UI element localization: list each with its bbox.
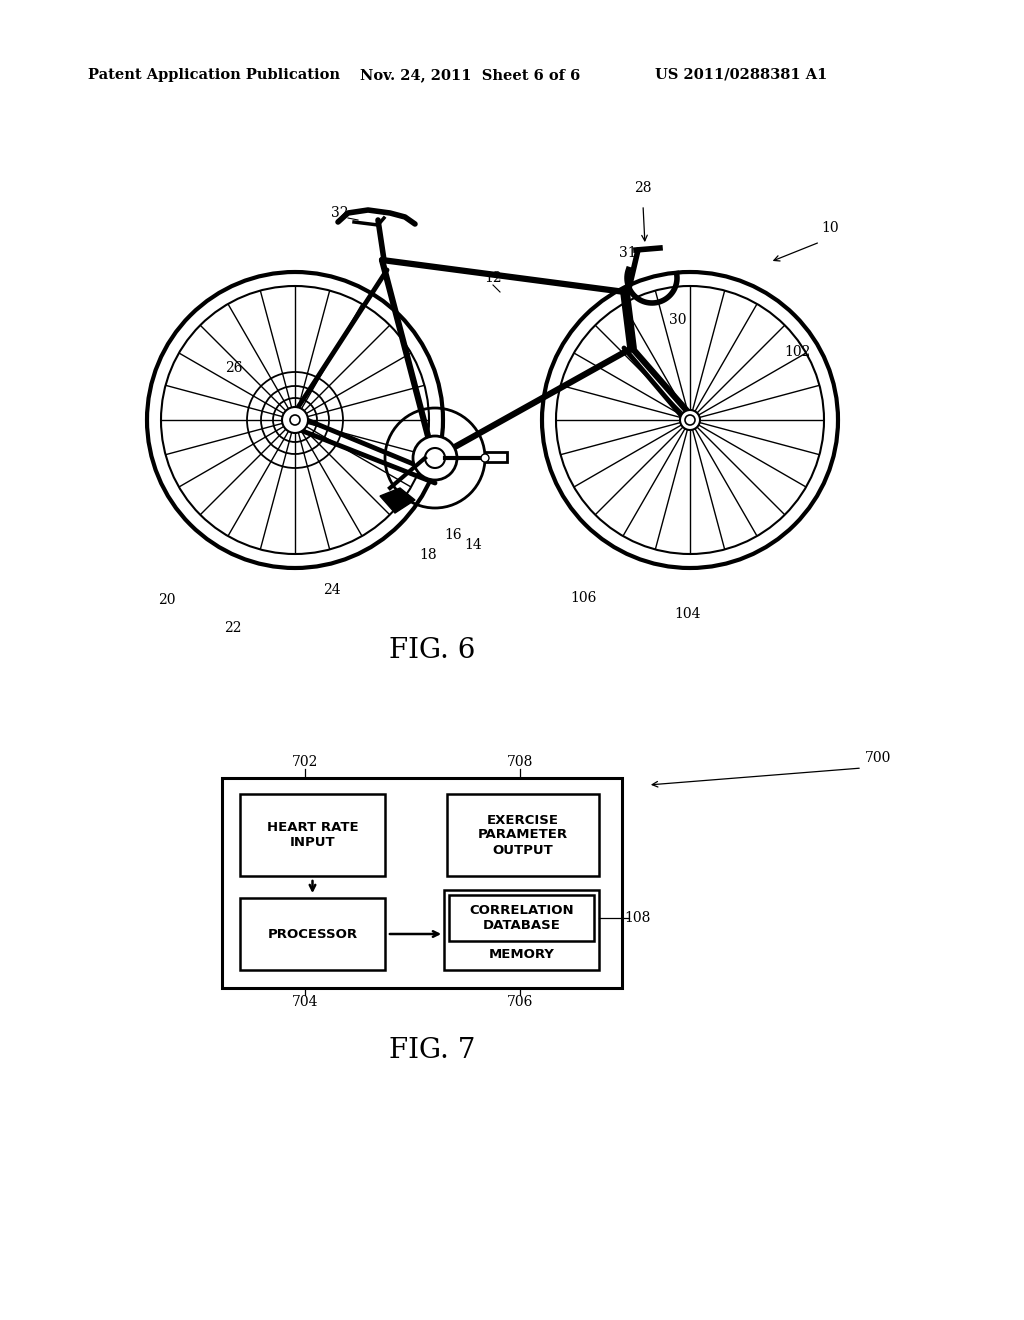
- Circle shape: [413, 436, 457, 480]
- Bar: [449, 895, 594, 941]
- Text: 10: 10: [821, 220, 839, 235]
- Text: 30: 30: [670, 313, 687, 327]
- Circle shape: [282, 407, 308, 433]
- Bar: [240, 898, 385, 970]
- Text: PROCESSOR: PROCESSOR: [267, 928, 357, 940]
- Text: 20: 20: [159, 593, 176, 607]
- Circle shape: [290, 414, 300, 425]
- Text: HEART RATE
INPUT: HEART RATE INPUT: [266, 821, 358, 849]
- Bar: [485, 451, 507, 462]
- Text: 12: 12: [484, 271, 502, 285]
- Bar: [447, 795, 599, 876]
- Text: CORRELATION
DATABASE: CORRELATION DATABASE: [469, 904, 573, 932]
- Text: 22: 22: [224, 620, 242, 635]
- Polygon shape: [380, 488, 415, 513]
- Text: 16: 16: [444, 528, 462, 543]
- Text: Nov. 24, 2011  Sheet 6 of 6: Nov. 24, 2011 Sheet 6 of 6: [360, 69, 581, 82]
- Circle shape: [685, 414, 695, 425]
- Text: US 2011/0288381 A1: US 2011/0288381 A1: [655, 69, 827, 82]
- Text: 108: 108: [624, 911, 650, 925]
- Text: 706: 706: [507, 995, 534, 1008]
- Circle shape: [481, 454, 489, 462]
- Text: 26: 26: [225, 360, 243, 375]
- Text: MEMORY: MEMORY: [488, 949, 554, 961]
- Text: 708: 708: [507, 755, 534, 770]
- Circle shape: [680, 411, 700, 430]
- Text: 32: 32: [331, 206, 349, 220]
- Text: FIG. 7: FIG. 7: [389, 1036, 475, 1064]
- Circle shape: [425, 447, 445, 469]
- Bar: [240, 795, 385, 876]
- Text: 106: 106: [569, 591, 596, 605]
- Text: 24: 24: [324, 583, 341, 597]
- Text: 31: 31: [620, 246, 637, 260]
- Text: 28: 28: [634, 181, 651, 195]
- Text: 704: 704: [292, 995, 318, 1008]
- Text: EXERCISE
PARAMETER
OUTPUT: EXERCISE PARAMETER OUTPUT: [478, 813, 568, 857]
- Text: 104: 104: [675, 607, 701, 620]
- Text: 102: 102: [783, 345, 810, 359]
- Text: FIG. 6: FIG. 6: [389, 636, 475, 664]
- Text: 700: 700: [865, 751, 891, 766]
- Text: 18: 18: [419, 548, 437, 562]
- Bar: [444, 890, 599, 970]
- Text: 14: 14: [464, 539, 482, 552]
- Bar: [222, 777, 622, 987]
- Text: Patent Application Publication: Patent Application Publication: [88, 69, 340, 82]
- Text: 702: 702: [292, 755, 318, 770]
